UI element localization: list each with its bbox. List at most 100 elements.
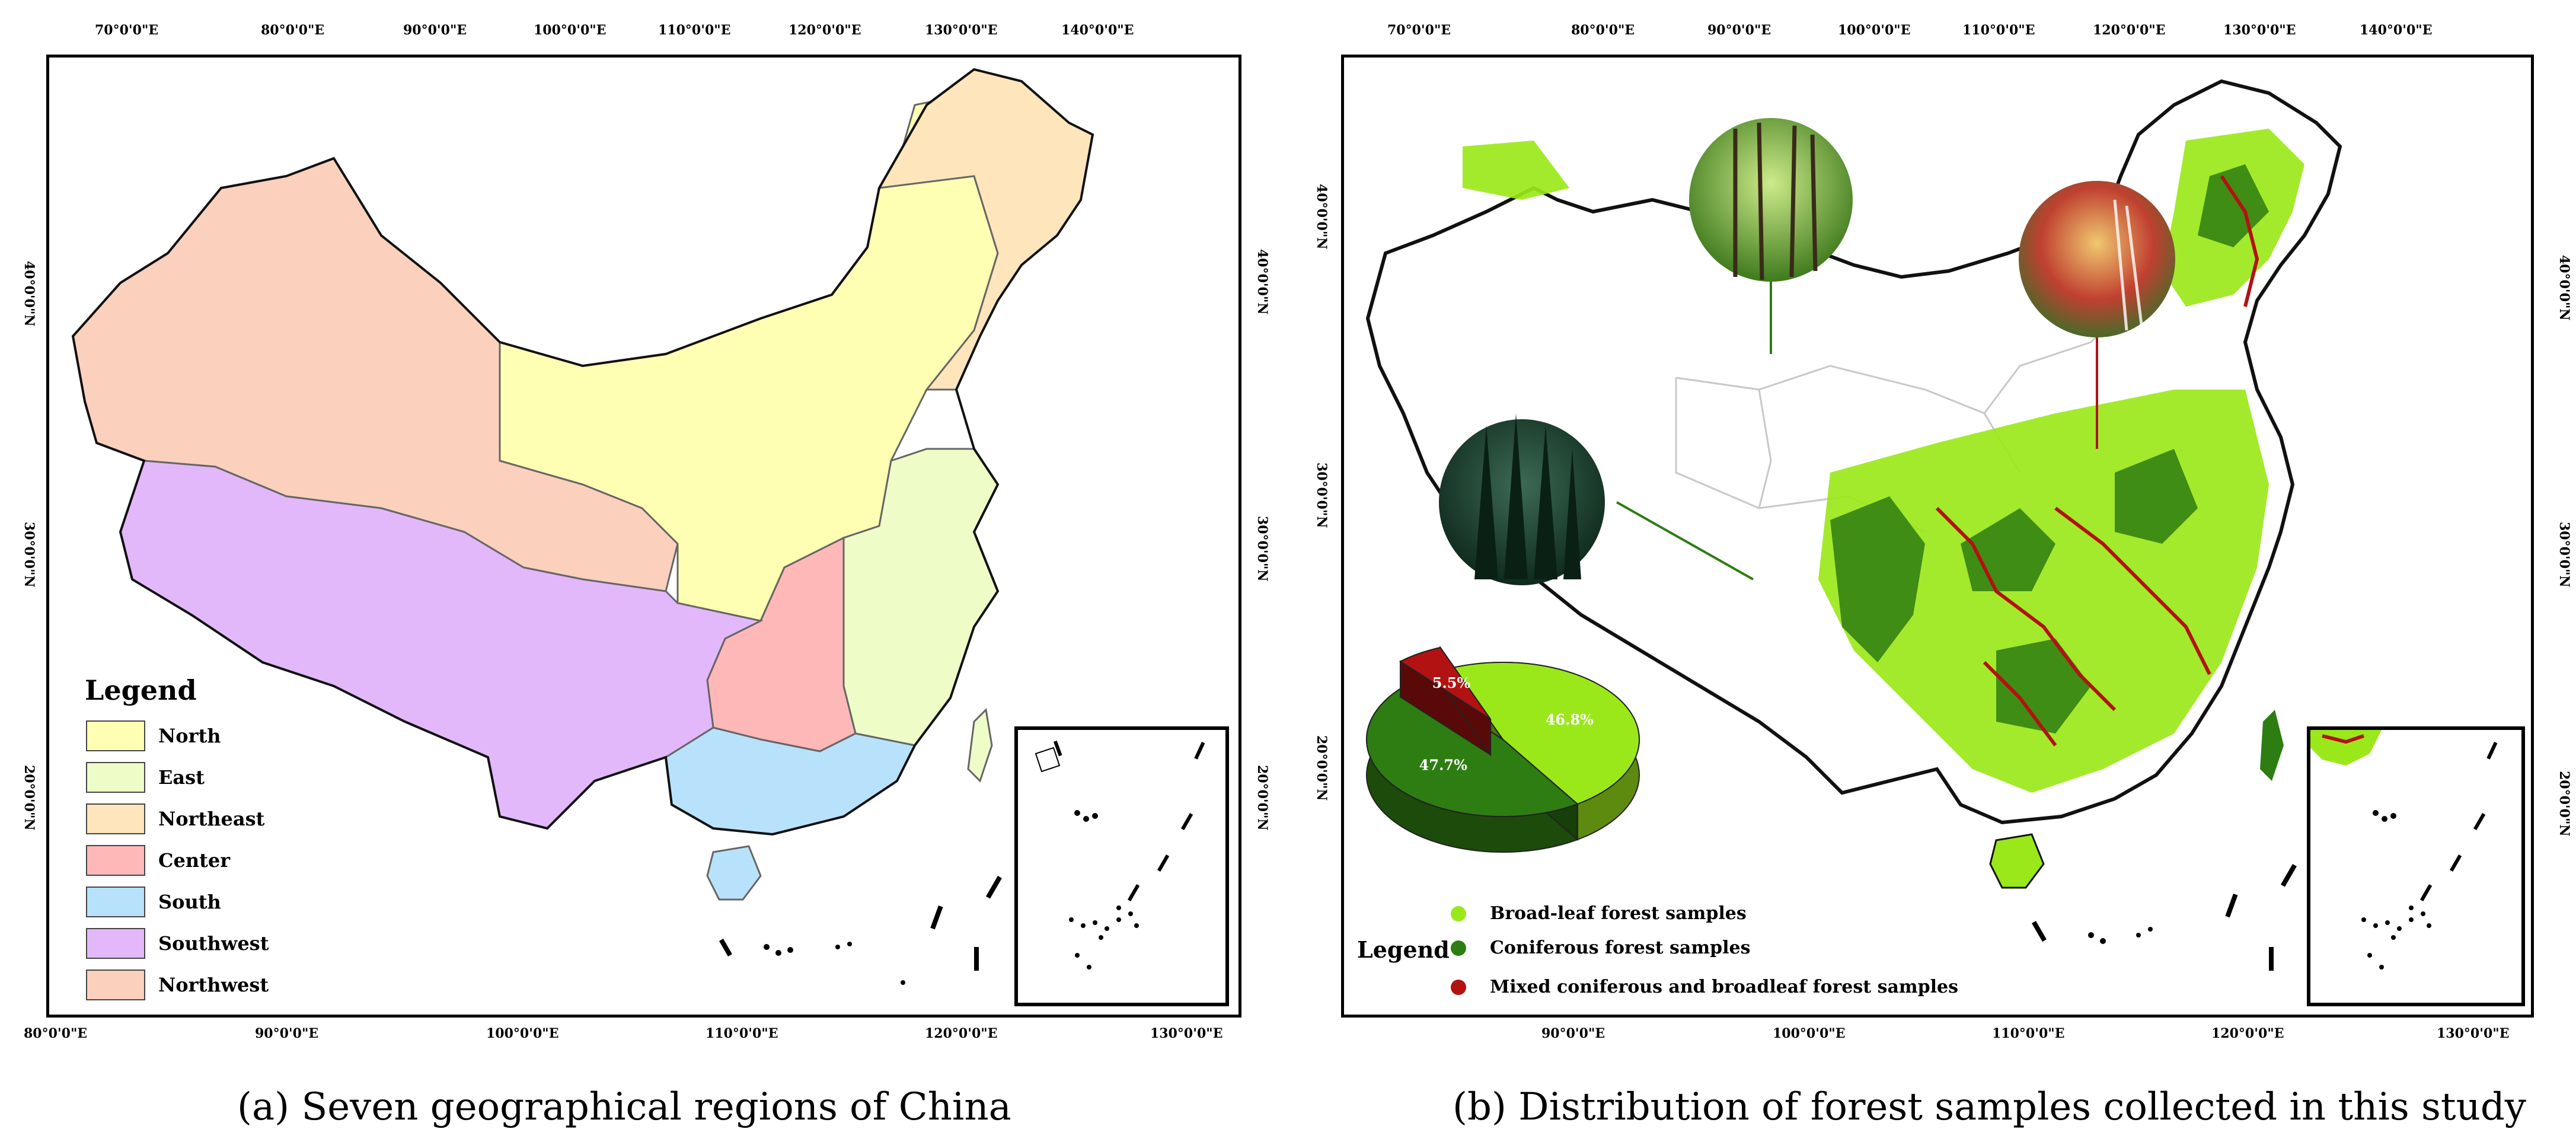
photo-pointer — [1616, 501, 1754, 581]
legend-swatch — [86, 720, 145, 751]
china-regions-map — [71, 68, 1094, 985]
legend-swatch — [86, 928, 145, 959]
china-border — [71, 68, 1094, 836]
legend-item-coniferous: Coniferous forest samples — [1451, 937, 1750, 958]
top-tick: 80°0'0"E — [261, 23, 325, 38]
top-tick: 100°0'0"E — [534, 23, 607, 38]
panel-b: 70°0'0"E 80°0'0"E 90°0'0"E 100°0'0"E 110… — [1298, 0, 2576, 1148]
bottom-tick: 100°0'0"E — [1773, 1026, 1846, 1041]
legend-label: East — [158, 766, 205, 789]
pie-slice — [1399, 646, 1491, 720]
legend-label: Northeast — [158, 808, 265, 830]
legend-label: Southwest — [158, 932, 269, 955]
bottom-tick: 130°0'0"E — [1150, 1026, 1223, 1041]
legend-label: North — [158, 725, 221, 747]
mixed-photo — [2019, 181, 2175, 337]
bottom-tick: 110°0'0"E — [706, 1026, 778, 1041]
south-china-sea-inset-b — [2307, 726, 2525, 1006]
legend-item-northeast: Northeast — [86, 803, 264, 834]
region-south-island — [706, 845, 762, 901]
legend-dot — [1451, 905, 1466, 921]
bottom-tick: 120°0'0"E — [2211, 1026, 2284, 1041]
map-frame-a: Legend North East Northeast Center South… — [46, 55, 1241, 1018]
top-tick: 70°0'0"E — [1387, 23, 1451, 38]
hainan — [1989, 833, 2045, 889]
right-tick: 30°0'0"N — [1255, 516, 1270, 582]
caption-b: (b) Distribution of forest samples colle… — [1453, 1085, 2526, 1129]
legend-swatch — [86, 803, 145, 834]
top-tick: 140°0'0"E — [1061, 23, 1134, 38]
legend-label: South — [158, 891, 221, 913]
legend-label: Broad-leaf forest samples — [1490, 903, 1747, 924]
right-tick: 40°0'0"N — [1255, 249, 1270, 315]
mixed-samples — [1935, 175, 2259, 747]
legend-label: Northwest — [158, 974, 269, 996]
legend-swatch — [86, 762, 145, 793]
legend-item-north: North — [86, 720, 221, 751]
pie-slice-label: 47.7% — [1419, 756, 1467, 773]
legend-swatch — [86, 970, 145, 1000]
legend-item-mixed: Mixed coniferous and broadleaf forest sa… — [1451, 977, 1958, 997]
top-tick: 70°0'0"E — [95, 23, 159, 38]
top-tick: 120°0'0"E — [2093, 23, 2166, 38]
map-frame-b: 46.8% 47.7% 5.5% Legend Broad-leaf forest … — [1341, 55, 2534, 1018]
taiwan — [2260, 710, 2284, 781]
legend-item-center: Center — [86, 845, 230, 876]
inset-map — [2310, 730, 2498, 970]
bottom-tick: 130°0'0"E — [2437, 1026, 2510, 1041]
left-tick: 20°0'0"N — [21, 765, 37, 831]
bottom-tick: 110°0'0"E — [1992, 1026, 2065, 1041]
coniferous-photo — [1439, 413, 1605, 585]
top-tick: 100°0'0"E — [1838, 23, 1911, 38]
legend-label: Center — [158, 849, 231, 872]
top-tick: 110°0'0"E — [658, 23, 731, 38]
caption-a: (a) Seven geographical regions of China — [237, 1085, 1011, 1129]
region-east-island — [967, 707, 993, 783]
top-tick: 130°0'0"E — [2223, 23, 2296, 38]
legend-title-b: Legend — [1357, 936, 1450, 963]
legend-label: Coniferous forest samples — [1490, 937, 1751, 958]
sea-islands — [719, 822, 1049, 985]
coniferous-samples — [1830, 164, 2269, 734]
right-tick: 20°0'0"N — [2556, 771, 2572, 837]
pie-slice-label: 46.8% — [1546, 711, 1594, 728]
bottom-tick: 120°0'0"E — [925, 1026, 998, 1041]
legend-item-northwest: Northwest — [86, 970, 269, 1000]
right-tick: 20°0'0"N — [1255, 765, 1270, 831]
pie-slice — [1451, 662, 1640, 805]
bottom-tick: 90°0'0"E — [255, 1026, 319, 1041]
left-tick: 40°0'0"N — [1314, 184, 1329, 250]
top-tick: 90°0'0"E — [403, 23, 467, 38]
legend-item-south: South — [86, 886, 221, 917]
legend-dot — [1451, 940, 1466, 956]
legend-dot — [1451, 979, 1466, 995]
left-tick: 20°0'0"N — [1314, 735, 1329, 801]
forest-samples-map — [1365, 79, 2342, 971]
bottom-tick: 100°0'0"E — [486, 1026, 559, 1041]
top-tick: 80°0'0"E — [1571, 23, 1635, 38]
panel-a: 70°0'0"E 80°0'0"E 90°0'0"E 100°0'0"E 110… — [0, 0, 1270, 1148]
legend-swatch — [86, 886, 145, 917]
south-china-sea-inset-a — [1014, 726, 1229, 1006]
legend-label: Mixed coniferous and broadleaf forest sa… — [1490, 977, 1959, 997]
bottom-tick: 80°0'0"E — [24, 1026, 88, 1041]
legend-item-southwest: Southwest — [86, 928, 269, 959]
bottom-tick: 90°0'0"E — [1541, 1026, 1605, 1041]
pie-slice — [1366, 681, 1579, 817]
top-tick: 90°0'0"E — [1707, 23, 1771, 38]
legend-swatch — [86, 845, 145, 876]
right-tick: 30°0'0"N — [2556, 522, 2572, 588]
left-tick: 30°0'0"N — [21, 522, 37, 588]
right-tick: 40°0'0"N — [2556, 255, 2572, 321]
broadleaf-photo — [1689, 118, 1853, 282]
legend-item-broadleaf: Broad-leaf forest samples — [1451, 903, 1747, 924]
top-tick: 110°0'0"E — [1962, 23, 2035, 38]
left-tick: 30°0'0"N — [1314, 463, 1329, 528]
legend-item-east: East — [86, 762, 205, 793]
legend-title-a: Legend — [85, 674, 197, 706]
forest-type-pie-chart: 46.8% 47.7% 5.5% — [1366, 645, 1640, 853]
top-tick: 130°0'0"E — [925, 23, 998, 38]
sea-islands — [2032, 863, 2297, 971]
inset-map — [1035, 740, 1205, 970]
pie-slice-label: 5.5% — [1432, 674, 1471, 691]
